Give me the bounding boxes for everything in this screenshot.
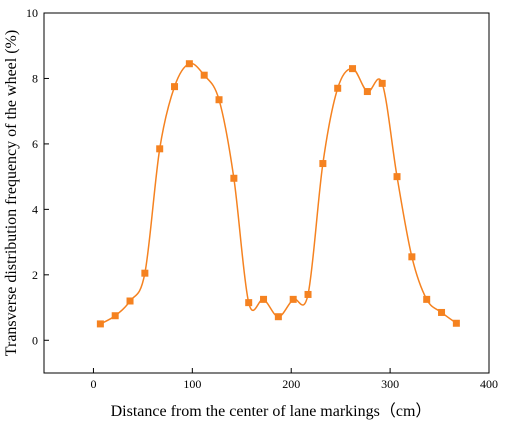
x-tick-label: 100 — [183, 377, 201, 391]
data-point — [289, 295, 297, 303]
plot-area — [96, 60, 460, 328]
data-point — [319, 160, 327, 168]
data-point — [245, 299, 253, 307]
data-point — [334, 84, 342, 92]
x-tick-label: 300 — [381, 377, 399, 391]
data-point — [171, 83, 179, 91]
data-point — [423, 295, 431, 303]
y-axis-title: Transverse distribution frequency of the… — [3, 30, 20, 356]
data-point — [185, 60, 193, 68]
y-tick-label: 4 — [32, 202, 38, 216]
data-point — [126, 297, 134, 305]
data-point — [215, 96, 223, 104]
x-tick-label: 200 — [282, 377, 300, 391]
data-point — [111, 312, 119, 320]
data-point — [274, 313, 282, 321]
plot-frame — [43, 12, 490, 374]
x-tick-label: 400 — [480, 377, 498, 391]
y-tick-label: 0 — [32, 333, 38, 347]
data-point — [141, 269, 149, 277]
data-point — [200, 71, 208, 79]
data-point — [438, 308, 446, 316]
data-point — [304, 290, 312, 298]
data-point — [363, 88, 371, 96]
ticks: 0 100 200 300 400 0 2 4 6 8 10 — [26, 6, 498, 391]
data-point — [393, 173, 401, 181]
data-point — [156, 145, 164, 153]
y-tick-label: 2 — [32, 268, 38, 282]
data-point — [260, 295, 268, 303]
x-axis-title: Distance from the center of lane marking… — [111, 402, 432, 420]
data-point — [408, 253, 416, 261]
data-point — [378, 79, 386, 87]
x-tick-label: 0 — [90, 377, 96, 391]
data-point — [96, 320, 104, 328]
y-tick-label: 8 — [32, 71, 38, 85]
data-point — [452, 319, 460, 327]
axes — [43, 12, 490, 374]
y-tick-label: 10 — [26, 6, 38, 20]
y-tick-label: 6 — [32, 137, 38, 151]
data-point — [230, 174, 238, 182]
series-line — [100, 62, 457, 325]
data-point — [349, 65, 357, 73]
